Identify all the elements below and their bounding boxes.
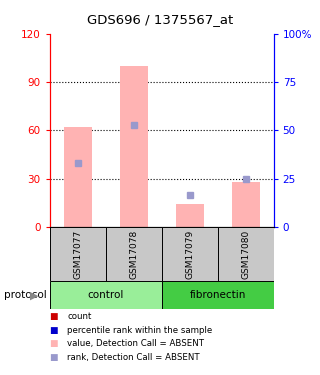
Text: control: control — [87, 290, 124, 300]
Bar — [162, 227, 218, 281]
Bar — [176, 204, 204, 227]
Bar — [64, 127, 92, 227]
Text: ▶: ▶ — [30, 291, 39, 300]
Text: value, Detection Call = ABSENT: value, Detection Call = ABSENT — [67, 339, 204, 348]
Text: protocol: protocol — [4, 291, 47, 300]
Text: GSM17080: GSM17080 — [241, 230, 250, 279]
Text: percentile rank within the sample: percentile rank within the sample — [67, 326, 212, 335]
Text: count: count — [67, 312, 92, 321]
Text: ■: ■ — [50, 339, 58, 348]
Text: fibronectin: fibronectin — [189, 290, 246, 300]
Bar — [162, 281, 274, 309]
Bar — [50, 227, 106, 281]
Text: ■: ■ — [50, 326, 58, 335]
Bar — [218, 227, 274, 281]
Text: GDS696 / 1375567_at: GDS696 / 1375567_at — [87, 13, 233, 26]
Bar — [232, 182, 260, 227]
Text: ■: ■ — [50, 312, 58, 321]
Text: rank, Detection Call = ABSENT: rank, Detection Call = ABSENT — [67, 353, 200, 362]
Bar — [50, 281, 162, 309]
Bar — [106, 227, 162, 281]
Text: GSM17078: GSM17078 — [129, 230, 138, 279]
Text: ■: ■ — [50, 353, 58, 362]
Bar — [120, 66, 148, 227]
Text: GSM17079: GSM17079 — [185, 230, 194, 279]
Text: GSM17077: GSM17077 — [73, 230, 82, 279]
